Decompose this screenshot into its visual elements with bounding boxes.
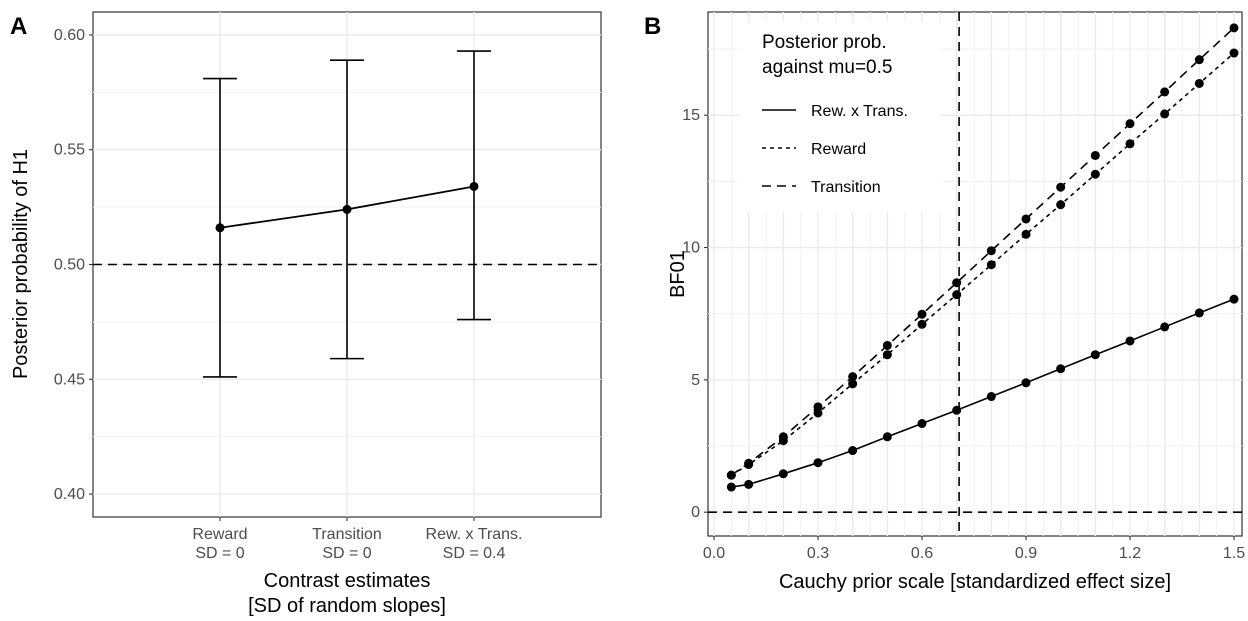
panel-b-data-point-reward <box>1090 169 1100 179</box>
panel-b-series-line-transition <box>730 27 1235 476</box>
panel-b-data-point-transition <box>744 458 754 468</box>
panel-b-data-point-transition <box>882 340 892 350</box>
panel-b-y-tick-label: 10 <box>682 240 700 257</box>
panel-b-x-tick-label: 0.6 <box>911 545 933 562</box>
panel-b-x-tick-label: 0.0 <box>703 545 725 562</box>
panel-b-data-point-transition <box>1125 119 1135 129</box>
panel-a-x-axis-title-line-1: Contrast estimates <box>264 570 431 592</box>
panel-a-axes: 0.40 0.45 0.50 0.55 0.60 Reward SD = 0 Transiti… <box>54 27 523 562</box>
panel-b-data-point-rew-x-trans <box>952 405 962 415</box>
panel-a-x-tick-label: Rew. x Trans. <box>426 526 523 543</box>
panel-b-axes: 0 5 10 15 0.0 0.3 0.6 0.9 1.2 1.5 <box>682 107 1245 562</box>
panel-b-data-point-reward <box>1160 109 1170 119</box>
panel-b-y-tick-label: 5 <box>691 372 700 389</box>
panel-a-y-tick-label: 0.40 <box>54 486 85 503</box>
panel-b-data-point-rew-x-trans <box>1160 322 1170 332</box>
panel-b-data-point-reward <box>1056 200 1066 210</box>
panel-a-y-tick-label: 0.45 <box>54 371 85 388</box>
panel-b-data-point-transition <box>813 402 823 412</box>
panel-b-data-point-transition <box>1229 23 1239 33</box>
legend-background <box>740 22 940 212</box>
panel-b-x-tick-label: 1.2 <box>1119 545 1141 562</box>
legend-label: Reward <box>811 141 866 158</box>
panel-b-data-point-rew-x-trans <box>744 479 754 489</box>
panel-b-x-tick-label: 1.5 <box>1223 545 1245 562</box>
panel-b-tag: B <box>644 13 661 40</box>
panel-b-data-point-transition <box>1056 182 1066 192</box>
legend-title-line-1: Posterior prob. <box>762 32 887 53</box>
panel-b-y-tick-label: 15 <box>682 107 700 124</box>
panel-b-x-tick-label: 0.3 <box>807 545 829 562</box>
panel-b-data-point-rew-x-trans <box>1125 336 1135 346</box>
panel-b-data-point-rew-x-trans <box>1194 308 1204 318</box>
panel-b-data-point-transition <box>848 372 858 382</box>
panel-a-y-axis-title: Posterior probability of H1 <box>10 149 32 379</box>
panel-a-x-tick-label: Transition <box>312 526 382 543</box>
panel-b-data-point-transition <box>778 432 788 442</box>
panel-b-data-point-transition <box>726 470 736 480</box>
panel-b-data-point-rew-x-trans <box>986 392 996 402</box>
panel-a-data-point <box>342 204 352 214</box>
panel-a: 0.40 0.45 0.50 0.55 0.60 Reward SD = 0 Transiti… <box>10 11 602 617</box>
panel-b-data-point-rew-x-trans <box>813 458 823 468</box>
panel-b-series-line-rew-x-trans <box>731 298 1235 488</box>
panel-b-data-point-transition <box>1194 55 1204 65</box>
panel-a-x-tick-sublabel: SD = 0.4 <box>443 545 506 562</box>
legend-label: Rew. x Trans. <box>811 103 908 120</box>
panel-b-data-point-transition <box>1090 150 1100 160</box>
panel-a-x-tick-label: Reward <box>192 526 247 543</box>
panel-b-data-point-rew-x-trans <box>917 419 927 429</box>
panel-b-data-point-reward <box>882 350 892 360</box>
panel-b-x-axis-title: Cauchy prior scale [standardized effect … <box>779 571 1171 593</box>
panel-a-y-tick-label: 0.55 <box>54 142 85 159</box>
panel-b-data-point-transition <box>986 246 996 256</box>
panel-a-y-tick-label: 0.50 <box>54 257 85 274</box>
panel-b-data-point-rew-x-trans <box>1229 294 1239 304</box>
panel-b-data-point-transition <box>917 309 927 319</box>
panel-b-y-tick-label: 0 <box>691 504 700 521</box>
panel-b-data-point-rew-x-trans <box>1021 378 1031 388</box>
panel-a-x-axis-title-line-2: [SD of random slopes] <box>248 595 446 617</box>
panel-b-data-point-rew-x-trans <box>1090 350 1100 360</box>
legend-label: Transition <box>811 179 881 196</box>
panel-b-x-tick-label: 0.9 <box>1015 545 1037 562</box>
panel-b-y-axis-title: BF01 <box>667 250 689 298</box>
panel-b-data-point-rew-x-trans <box>848 446 858 456</box>
panel-a-data-point <box>469 181 479 191</box>
panel-a-y-tick-label: 0.60 <box>54 27 85 44</box>
panel-b-data-point-rew-x-trans <box>726 482 736 492</box>
legend: Posterior prob. against mu=0.5 Rew. x Tr… <box>740 22 940 212</box>
panel-a-tag: A <box>10 13 27 40</box>
panel-b-data-point-rew-x-trans <box>882 432 892 442</box>
panel-b-data-point-reward <box>986 260 996 270</box>
panel-a-x-tick-sublabel: SD = 0 <box>195 545 244 562</box>
panel-b-data-point-transition <box>952 278 962 288</box>
panel-b-data-point-reward <box>1021 229 1031 239</box>
legend-title-line-2: against mu=0.5 <box>762 57 892 78</box>
panel-b-data-point-reward <box>1229 48 1239 58</box>
panel-a-data-point <box>215 223 225 233</box>
panel-b-data-point-reward <box>917 319 927 329</box>
panel-b-data-point-reward <box>952 290 962 300</box>
panel-b-data-point-reward <box>848 379 858 389</box>
panel-b-data-point-transition <box>1160 87 1170 97</box>
panel-b-marks <box>708 12 1242 536</box>
panel-b-data-point-reward <box>1194 78 1204 88</box>
panel-a-marks <box>93 50 601 378</box>
panel-b-data-point-rew-x-trans <box>1056 364 1066 374</box>
panel-b-data-point-reward <box>1125 139 1135 149</box>
panel-b: Posterior prob. against mu=0.5 Rew. x Tr… <box>644 11 1245 593</box>
panel-b-data-point-transition <box>1021 214 1031 224</box>
panel-b-data-point-rew-x-trans <box>778 469 788 479</box>
panel-a-x-tick-sublabel: SD = 0 <box>322 545 371 562</box>
